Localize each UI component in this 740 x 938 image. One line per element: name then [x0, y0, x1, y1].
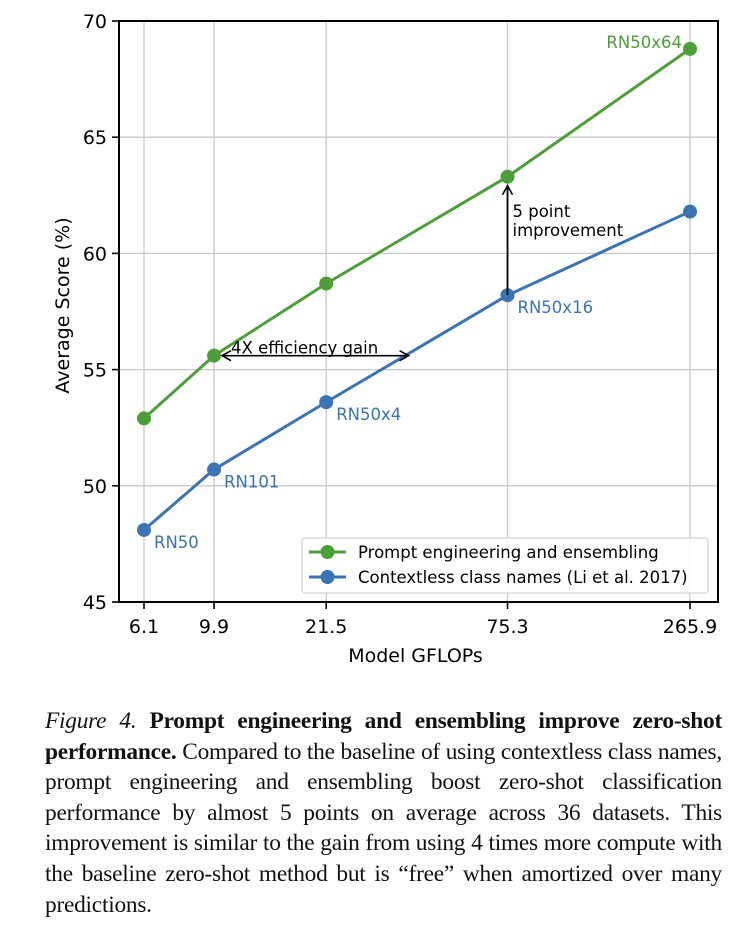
legend: Prompt engineering and ensembling Context…: [301, 537, 709, 594]
data-point: [319, 276, 334, 291]
y-tick-label: 60: [83, 243, 107, 265]
annotations: 4X efficiency gain 5 point improvement: [220, 184, 624, 362]
caption-title: Prompt engineering and ensembling improv…: [45, 708, 723, 765]
improvement-arrowhead: [501, 184, 514, 196]
legend-label-0: Prompt engineering and ensembling: [358, 543, 659, 562]
x-tick-label: 9.9: [199, 616, 229, 638]
data-point: [207, 462, 222, 477]
figure-caption: Figure 4. Prompt engineering and ensembl…: [45, 706, 722, 920]
data-point: [683, 41, 697, 56]
legend-label-1: Contextless class names (Li et al. 2017): [358, 568, 688, 587]
point-label: RN50x16: [518, 298, 594, 317]
series-layer: RN50x64 RN50 RN101 RN50x4 RN50x16: [137, 33, 697, 552]
y-tick-label: 55: [83, 360, 107, 382]
grid: [119, 20, 718, 603]
data-point: [500, 169, 515, 184]
legend-marker-1: [320, 570, 335, 584]
data-point: [207, 348, 222, 363]
efficiency-arrowhead-right: [399, 349, 411, 362]
figure-label: Figure 4.: [45, 708, 137, 734]
x-tick-label: 75.3: [486, 616, 528, 638]
legend-box: [301, 537, 709, 594]
data-point: [137, 411, 151, 426]
plot-frame: [118, 20, 719, 603]
efficiency-gain-label: 4X efficiency gain: [231, 339, 378, 358]
data-point: [319, 395, 334, 410]
point-label: RN101: [224, 473, 279, 492]
legend-marker-0: [320, 545, 335, 559]
y-tick-label: 50: [83, 476, 107, 498]
x-tick-label: 6.1: [129, 616, 159, 638]
improvement-label-line-1: 5 point: [513, 202, 571, 221]
x-tick-label: 21.5: [305, 616, 347, 638]
point-label: RN50x4: [336, 405, 401, 424]
axes: 45 50 55 60 65 70 6.1 9.9 21.5 75.3 265.9: [83, 11, 717, 638]
point-label: RN50: [154, 533, 199, 552]
caption-body: Compared to the baseline of using contex…: [45, 738, 722, 918]
line-chart: RN50x64 RN50 RN101 RN50x4 RN50x16 4X efficie…: [52, 11, 719, 667]
y-tick-label: 70: [83, 11, 107, 33]
y-tick-label: 65: [83, 127, 107, 149]
data-point: [683, 204, 697, 219]
y-tick-label: 45: [83, 592, 107, 614]
x-tick-label: 265.9: [663, 616, 717, 638]
y-axis-label: Average Score (%): [52, 217, 74, 393]
improvement-label-line-2: improvement: [513, 221, 624, 240]
point-label: RN50x64: [606, 33, 682, 52]
efficiency-arrowhead-left: [220, 349, 232, 362]
data-point: [137, 522, 151, 537]
x-axis-label: Model GFLOPs: [348, 645, 483, 667]
